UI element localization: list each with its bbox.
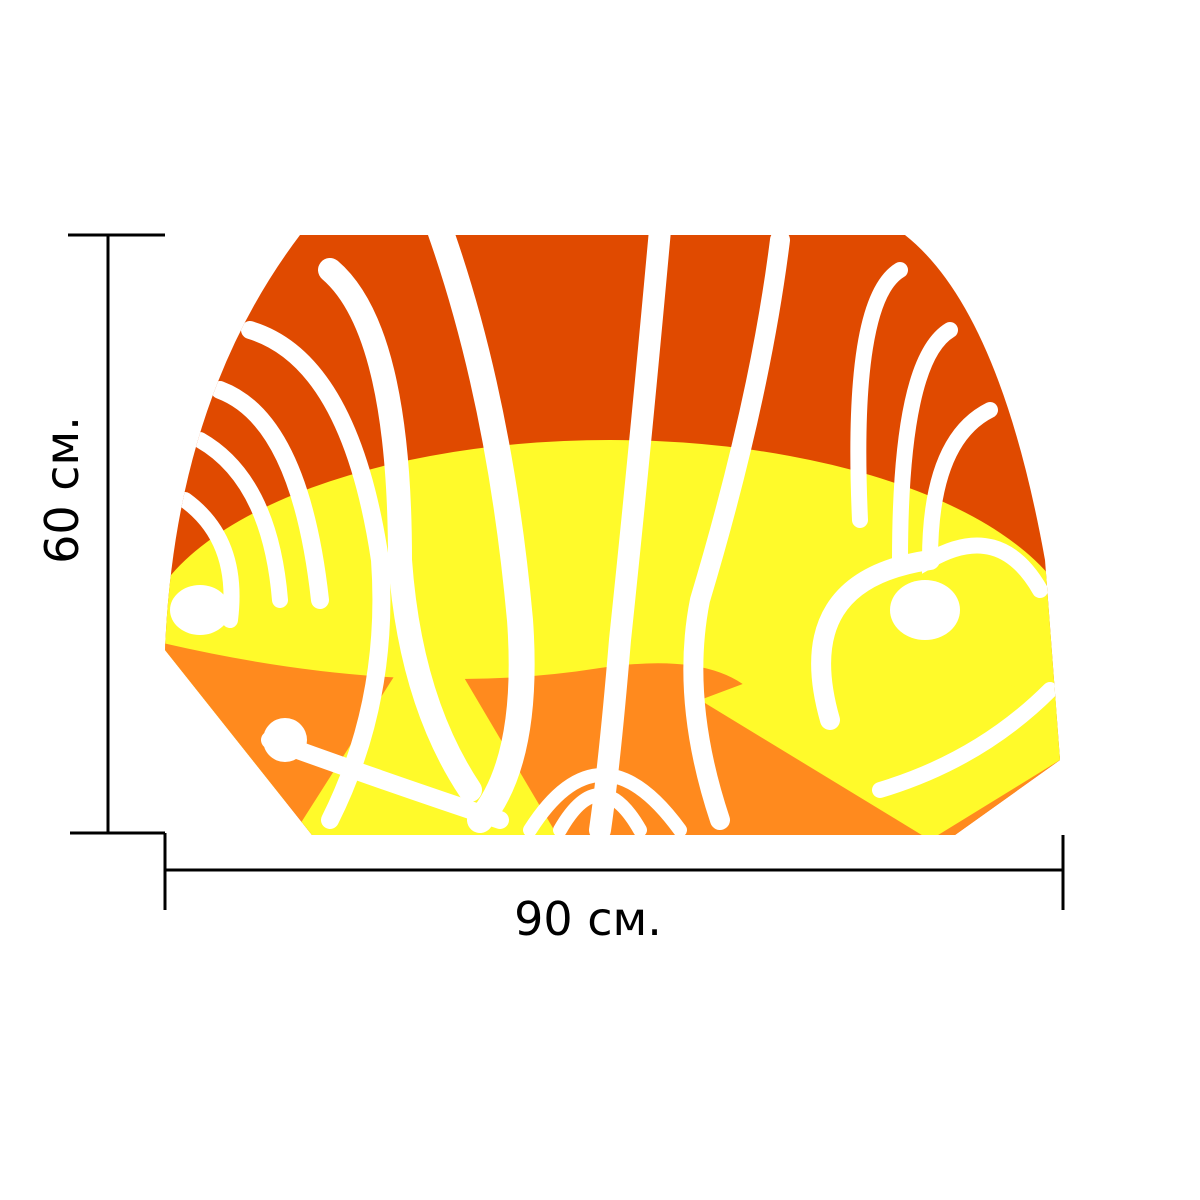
dimension-lines bbox=[68, 233, 1065, 910]
height-label: 60 см. bbox=[35, 416, 89, 564]
mat bbox=[165, 235, 1060, 835]
swirls bbox=[170, 235, 1058, 835]
width-label: 90 см. bbox=[514, 892, 662, 946]
